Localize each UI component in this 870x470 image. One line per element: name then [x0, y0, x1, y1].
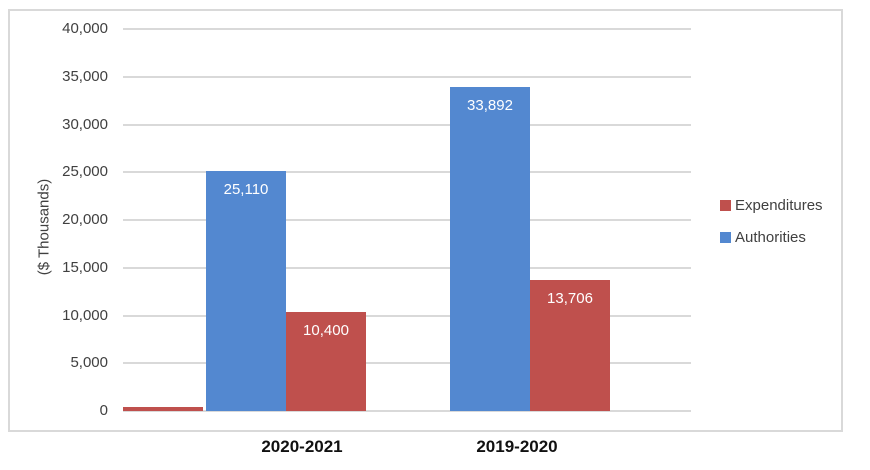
- legend-marker-icon: [720, 199, 731, 211]
- gridline: [123, 266, 691, 269]
- gridline: [123, 314, 691, 317]
- authorities-bar: [450, 87, 530, 411]
- y-axis-tick-label: 15,000: [62, 258, 108, 276]
- gridline: [123, 362, 691, 365]
- y-axis-title: ($ Thousands): [35, 178, 53, 276]
- bar-value-label: 13,706: [547, 290, 593, 308]
- gridline: [123, 171, 691, 174]
- y-axis-tick-label: 5,000: [70, 354, 108, 372]
- bar-value-label: 25,110: [223, 181, 269, 199]
- gridline: [123, 410, 691, 412]
- y-axis-tick-label: 40,000: [62, 20, 108, 37]
- expenditures-bar: [286, 311, 366, 411]
- legend-label: Authorities: [735, 228, 806, 246]
- y-axis-tick-label: 20,000: [62, 211, 108, 228]
- y-axis-tick-label: 10,000: [62, 306, 108, 324]
- gridline: [123, 75, 691, 78]
- legend-marker-icon: [720, 231, 731, 243]
- legend-item-expenditures: Expenditures: [720, 195, 823, 215]
- y-axis-tick-label: 35,000: [62, 67, 108, 85]
- baseline-fragment-bar: [123, 407, 203, 411]
- gridline: [123, 219, 691, 221]
- bar-value-label: 10,400: [303, 321, 349, 339]
- authorities-bar: [206, 171, 286, 411]
- gridline: [123, 123, 691, 126]
- y-axis-tick-label: 0: [99, 402, 108, 419]
- gridline: [123, 28, 691, 30]
- legend-label: Expenditures: [735, 196, 823, 214]
- expenditures-bar: [530, 280, 610, 411]
- legend-item-authorities: Authorities: [720, 227, 823, 247]
- y-axis-tick-label: 25,000: [62, 163, 108, 181]
- y-axis-tick-label: 30,000: [62, 115, 108, 133]
- chart-border: [8, 9, 843, 432]
- bar-value-label: 33,892: [467, 97, 513, 115]
- legend: Expenditures Authorities: [720, 195, 823, 259]
- x-axis-category-label: 2019-2020: [476, 437, 558, 456]
- x-axis-category-label: 2020-2021: [261, 437, 343, 456]
